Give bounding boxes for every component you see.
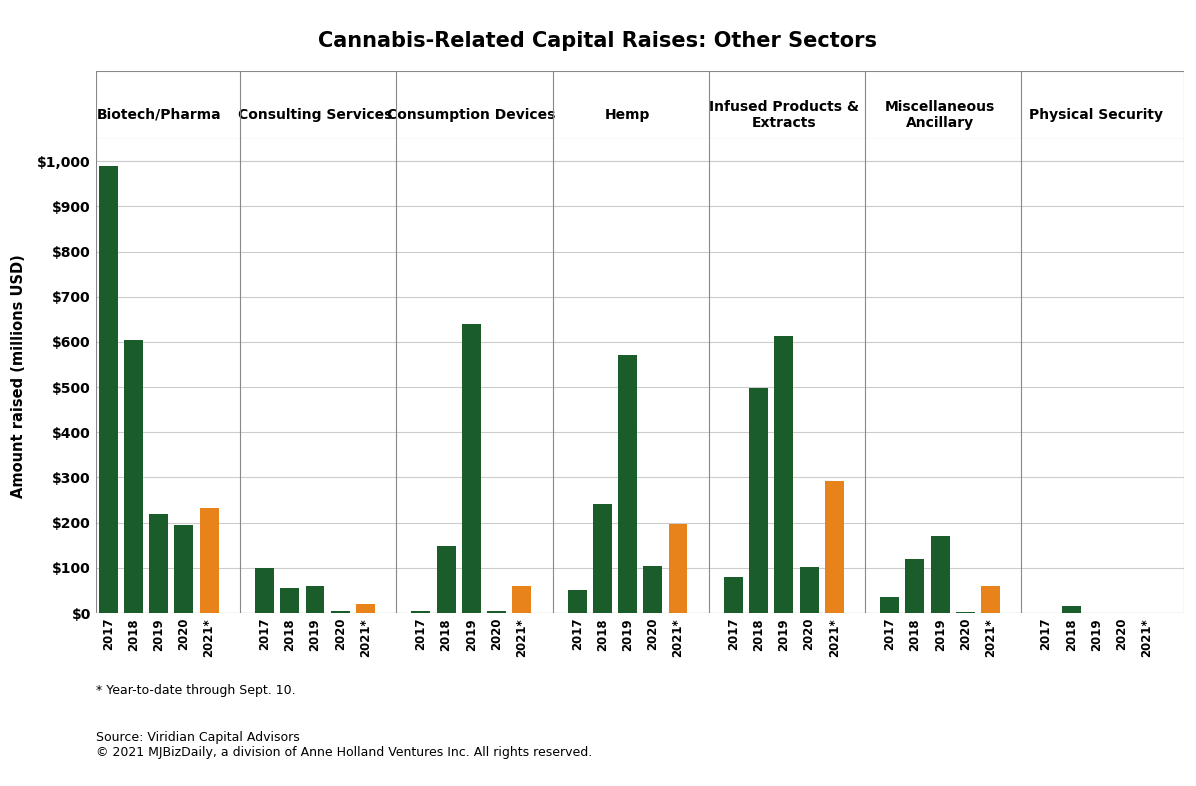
Text: Cannabis-Related Capital Raises: Other Sectors: Cannabis-Related Capital Raises: Other S…	[318, 31, 878, 51]
Text: Physical Security: Physical Security	[1030, 108, 1164, 122]
Bar	[487, 611, 506, 613]
Text: * Year-to-date through Sept. 10.: * Year-to-date through Sept. 10.	[96, 684, 295, 697]
Bar	[280, 588, 299, 613]
Bar	[305, 586, 324, 613]
Bar	[774, 336, 793, 613]
Bar	[880, 597, 899, 613]
Bar	[200, 509, 219, 613]
Bar	[930, 536, 950, 613]
Bar	[512, 586, 531, 613]
Text: Infused Products &
Extracts: Infused Products & Extracts	[709, 100, 859, 130]
Bar	[981, 586, 1000, 613]
Bar	[437, 546, 456, 613]
Bar	[331, 611, 349, 613]
Bar	[411, 611, 431, 613]
Bar	[568, 590, 586, 613]
Text: Source: Viridian Capital Advisors
© 2021 MJBizDaily, a division of Anne Holland : Source: Viridian Capital Advisors © 2021…	[96, 731, 592, 759]
Bar	[749, 388, 768, 613]
Bar	[905, 559, 925, 613]
Text: Miscellaneous
Ancillary: Miscellaneous Ancillary	[885, 100, 995, 130]
Text: Biotech/Pharma: Biotech/Pharma	[97, 108, 221, 122]
Bar	[956, 612, 975, 613]
Bar	[593, 504, 612, 613]
Bar	[462, 324, 481, 613]
Text: Consulting Services: Consulting Services	[238, 108, 392, 122]
Bar	[643, 566, 663, 613]
Bar	[618, 354, 637, 613]
Bar	[825, 481, 843, 613]
Bar	[669, 524, 688, 613]
Bar	[800, 567, 818, 613]
Y-axis label: Amount raised (millions USD): Amount raised (millions USD)	[11, 254, 26, 498]
Bar	[99, 166, 117, 613]
Bar	[175, 525, 194, 613]
Bar	[356, 604, 374, 613]
Text: Consumption Devices: Consumption Devices	[388, 108, 555, 122]
Bar	[724, 577, 743, 613]
Bar	[1062, 606, 1081, 613]
Bar	[150, 514, 169, 613]
Bar	[124, 340, 144, 613]
Bar	[255, 567, 274, 613]
Text: Hemp: Hemp	[605, 108, 651, 122]
